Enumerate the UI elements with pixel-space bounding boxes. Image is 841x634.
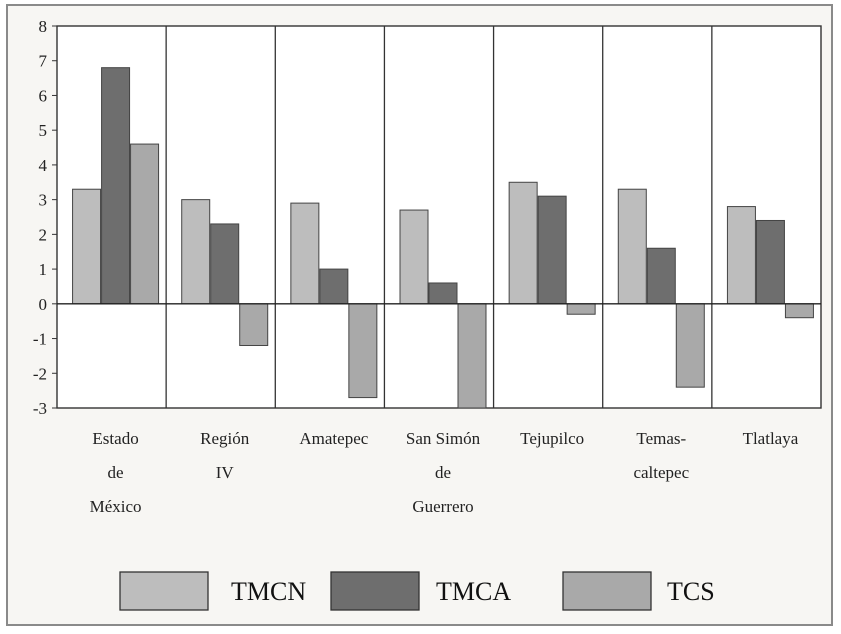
- category-label: Tlatlaya: [743, 429, 799, 448]
- y-tick-label: 0: [39, 295, 48, 314]
- legend-label-tmca: TMCA: [436, 577, 511, 606]
- y-tick-label: 5: [39, 121, 48, 140]
- bar-tcs-2: [348, 303, 378, 399]
- x-axis-categories: Estado de México Región IV Amatepec San Simón d…: [90, 429, 799, 516]
- category-label-line: Tlatlaya: [743, 429, 799, 448]
- bar-tmcn-6: [726, 206, 756, 305]
- category-label-line: México: [90, 497, 142, 516]
- legend: TMCN TMCA TCS: [119, 571, 715, 611]
- y-tick-label: 2: [39, 225, 48, 244]
- bar-tmca-5: [646, 247, 676, 305]
- bar-chart: 8 7 6 5 4 3 2 1 0 -1 -2 -3 Estado de México Región IV Am…: [33, 17, 822, 611]
- y-tick-label: 1: [39, 260, 48, 279]
- legend-label-tmcn: TMCN: [231, 577, 306, 606]
- category-label-line: Región: [200, 429, 250, 448]
- bar-tcs-1: [239, 303, 269, 346]
- bar-tmca-3: [428, 282, 458, 305]
- plot-border: [56, 25, 822, 409]
- category-label-line: de: [435, 463, 451, 482]
- category-label-line: caltepec: [633, 463, 689, 482]
- category-label: San Simón de Guerrero: [406, 429, 481, 516]
- y-axis-ticks: 8 7 6 5 4 3 2 1 0 -1 -2 -3: [33, 17, 57, 418]
- bar-tcs-0: [130, 143, 160, 305]
- bar-tmca-4: [537, 195, 567, 305]
- legend-swatch-tmcn: [119, 571, 209, 611]
- category-label: Región IV: [200, 429, 250, 482]
- plot-area: [56, 25, 822, 409]
- bar-tcs-4: [566, 303, 596, 315]
- y-tick-label: -3: [33, 399, 47, 418]
- y-tick-label: 7: [39, 52, 48, 71]
- category-label-line: Guerrero: [412, 497, 473, 516]
- bar-tmcn-0: [72, 188, 102, 305]
- y-tick-label: -2: [33, 364, 47, 383]
- bar-tmcn-2: [290, 202, 320, 305]
- bar-tcs-5: [675, 303, 705, 388]
- y-tick-label: -1: [33, 330, 47, 349]
- category-label: Amatepec: [299, 429, 368, 448]
- y-tick-label: 8: [39, 17, 48, 36]
- category-label-line: Estado: [92, 429, 138, 448]
- bar-tmcn-3: [399, 209, 429, 305]
- bar-tmca-0: [101, 67, 131, 305]
- category-label-line: Tejupilco: [520, 429, 584, 448]
- y-tick-label: 3: [39, 191, 48, 210]
- category-label-line: Amatepec: [299, 429, 368, 448]
- category-label-line: de: [108, 463, 124, 482]
- legend-label-tcs: TCS: [667, 577, 715, 606]
- bar-tmca-6: [755, 219, 785, 305]
- bar-tmcn-1: [181, 199, 211, 305]
- y-tick-label: 6: [39, 86, 48, 105]
- legend-swatch-tmca: [330, 571, 420, 611]
- category-label-line: IV: [216, 463, 235, 482]
- bar-tmcn-5: [617, 188, 647, 305]
- bar-tcs-6: [784, 303, 814, 319]
- bar-tcs-3: [457, 303, 487, 409]
- bar-tmca-2: [319, 268, 349, 305]
- bar-tmcn-4: [508, 181, 538, 305]
- chart-frame: 8 7 6 5 4 3 2 1 0 -1 -2 -3 Estado de México Región IV Am…: [6, 4, 833, 626]
- category-label-line: San Simón: [406, 429, 481, 448]
- category-label: Estado de México: [90, 429, 142, 516]
- bar-tmca-1: [210, 223, 240, 305]
- y-tick-label: 4: [39, 156, 48, 175]
- category-label-line: Temas-: [636, 429, 686, 448]
- category-label: Temas-caltepec: [633, 429, 689, 482]
- legend-swatch-tcs: [562, 571, 652, 611]
- category-label: Tejupilco: [520, 429, 584, 448]
